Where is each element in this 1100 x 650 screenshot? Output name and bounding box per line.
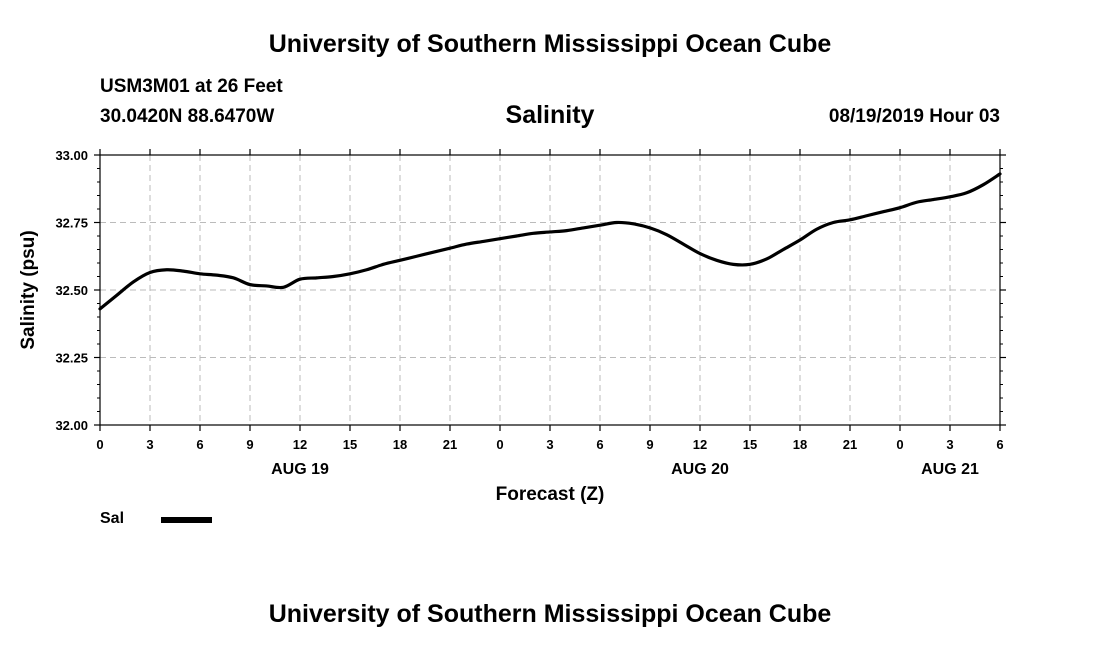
x-axis-label: Forecast (Z): [496, 484, 605, 505]
series-line-sal: [98, 172, 1002, 311]
datetime-label: 08/19/2019 Hour 03: [828, 106, 1000, 127]
day-label: AUG 19: [271, 461, 329, 478]
legend-line-swatch: [161, 517, 212, 523]
x-tick-label: 0: [96, 437, 103, 452]
y-tick-label: 32.50: [55, 283, 88, 298]
x-tick-label: 6: [996, 437, 1003, 452]
x-tick-label: 15: [343, 437, 357, 452]
day-label: AUG 21: [921, 461, 979, 478]
y-tick-label: 32.00: [55, 418, 88, 433]
ticks-layer: [94, 149, 1006, 431]
y-tick-label: 32.75: [55, 216, 88, 231]
y-axis-label: Salinity (psu): [18, 230, 39, 349]
x-tick-label: 9: [246, 437, 253, 452]
footer-title: University of Southern Mississippi Ocean…: [268, 600, 832, 628]
x-tick-label: 0: [496, 437, 503, 452]
x-tick-label: 12: [693, 437, 707, 452]
x-tick-label: 15: [743, 437, 757, 452]
x-tick-label: 18: [393, 437, 407, 452]
x-tick-label: 21: [443, 437, 457, 452]
chart-title: Salinity: [505, 101, 595, 129]
day-label: AUG 20: [671, 461, 729, 478]
x-tick-label: 6: [596, 437, 603, 452]
coordinates-label: 30.0420N 88.6470W: [100, 106, 275, 127]
station-label: USM3M01 at 26 Feet: [100, 76, 283, 97]
y-tick-label: 32.25: [55, 351, 88, 366]
grid-layer: [100, 155, 1000, 425]
x-tick-label: 3: [146, 437, 153, 452]
x-tick-label: 9: [646, 437, 653, 452]
main-title: University of Southern Mississippi Ocean…: [268, 30, 832, 58]
x-tick-label: 3: [546, 437, 553, 452]
legend-label: Sal: [100, 510, 125, 527]
x-tick-label: 18: [793, 437, 807, 452]
y-tick-label: 33.00: [55, 148, 88, 163]
x-tick-label: 3: [946, 437, 953, 452]
x-tick-label: 12: [293, 437, 307, 452]
x-tick-label: 21: [843, 437, 857, 452]
x-tick-label: 0: [896, 437, 903, 452]
x-tick-label: 6: [196, 437, 203, 452]
labels-layer: 32.00 32.25 32.50 32.75 33.00 0 3 6 9 12 15 18 21 0 3 6…: [55, 148, 1003, 478]
